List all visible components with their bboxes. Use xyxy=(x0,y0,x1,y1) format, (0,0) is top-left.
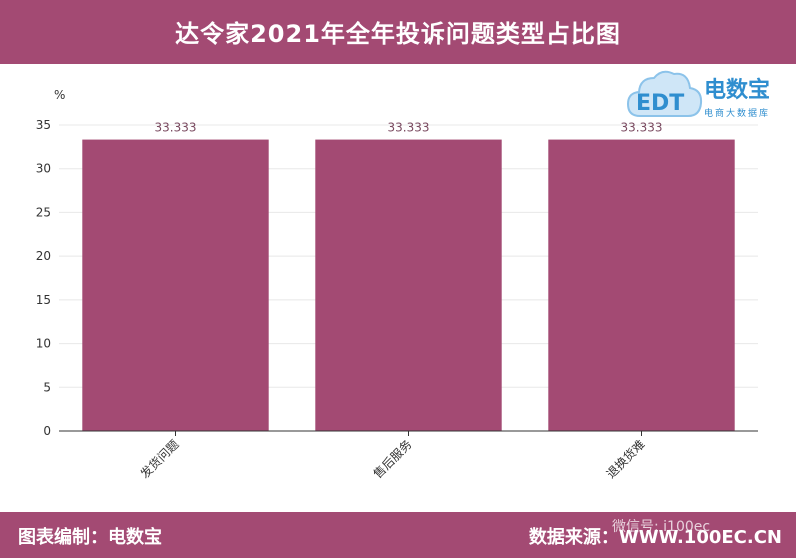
bar xyxy=(548,139,735,431)
logo-mark: EDT xyxy=(636,91,684,116)
data-label: 33.333 xyxy=(621,121,663,135)
x-axis-ticks: 发货问题 售后服务 退换货难 xyxy=(137,431,648,481)
logo-text: 电数宝 xyxy=(704,78,771,103)
bar-chart: % 0 5 10 15 20 25 30 35 33.333 33.333 33.333 发货问题… xyxy=(36,88,758,481)
y-tick-label: 10 xyxy=(36,337,51,351)
logo-subtitle: 电商大数据库 xyxy=(704,109,771,119)
bars xyxy=(82,139,735,431)
y-tick-label: 25 xyxy=(36,205,51,219)
chart-title: 达令家2021年全年投诉问题类型占比图 xyxy=(175,20,621,48)
bar xyxy=(82,139,269,431)
footer-source: 数据来源：WWW.100EC.CN xyxy=(528,527,782,548)
brand-logo: EDT 电数宝 电商大数据库 xyxy=(626,66,796,124)
x-tick-label: 退换货难 xyxy=(603,437,648,482)
y-tick-label: 30 xyxy=(36,162,51,176)
y-tick-label: 35 xyxy=(36,118,51,132)
y-tick-label: 15 xyxy=(36,293,51,307)
footer-credit: 图表编制：电数宝 xyxy=(18,527,162,548)
y-axis-unit-label: % xyxy=(54,88,65,102)
footer-bar: 图表编制：电数宝 微信号: i100ec 数据来源：WWW.100EC.CN xyxy=(0,512,796,558)
bar xyxy=(315,139,502,431)
y-tick-label: 5 xyxy=(43,380,51,394)
cloud-logo-icon: EDT xyxy=(626,70,703,117)
x-tick-label: 售后服务 xyxy=(370,437,415,482)
y-tick-label: 0 xyxy=(43,424,51,438)
y-axis-ticks: 0 5 10 15 20 25 30 35 xyxy=(36,118,51,438)
y-tick-label: 20 xyxy=(36,249,51,263)
x-tick-label: 发货问题 xyxy=(137,437,182,482)
data-label: 33.333 xyxy=(155,121,197,135)
wechat-watermark: 微信号: i100ec xyxy=(612,519,711,535)
title-bar: 达令家2021年全年投诉问题类型占比图 xyxy=(0,0,796,64)
data-label: 33.333 xyxy=(388,121,430,135)
data-labels: 33.333 33.333 33.333 xyxy=(155,121,663,135)
